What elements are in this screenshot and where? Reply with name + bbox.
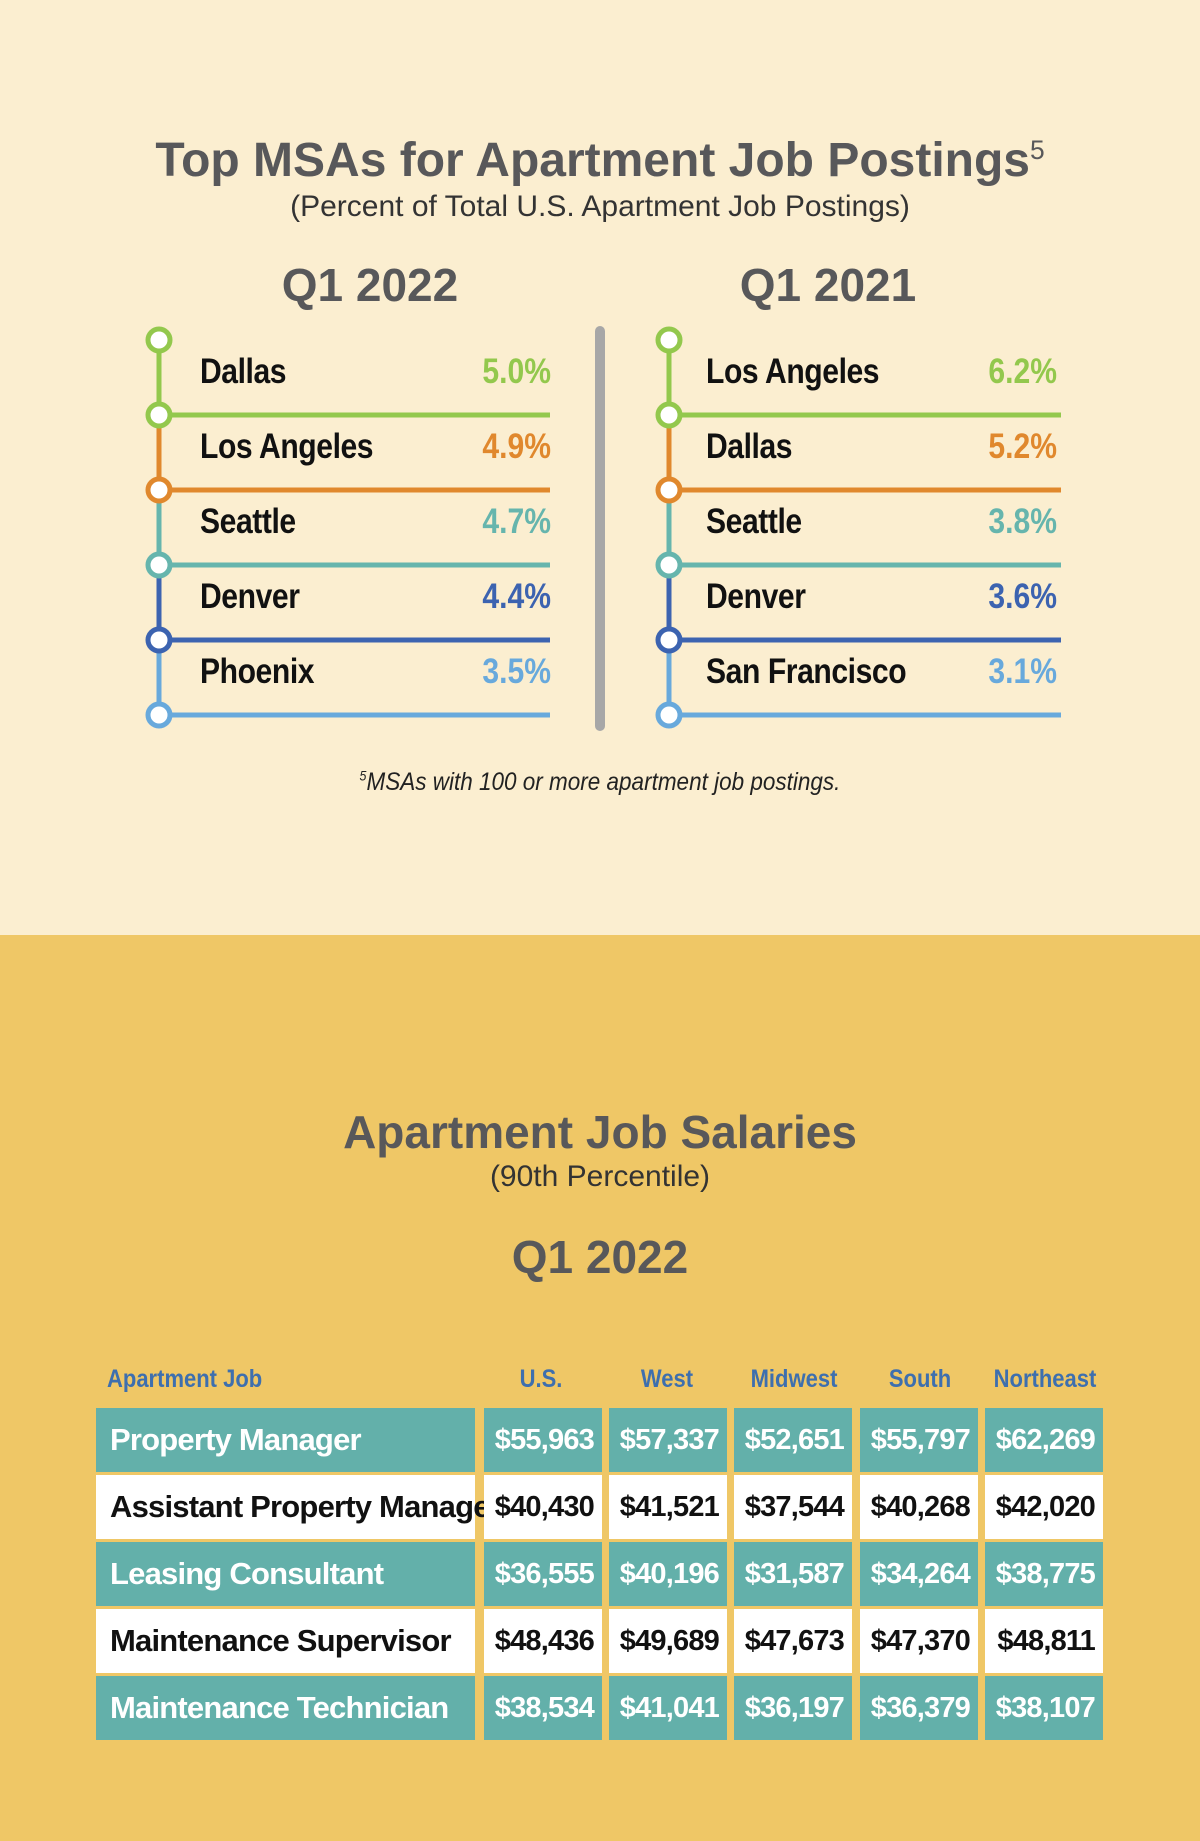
job-title-cell: Maintenance Supervisor — [96, 1609, 475, 1673]
salary-cell: $38,534 — [484, 1676, 602, 1740]
msa-value: 4.7% — [482, 502, 551, 541]
msa-name: Los Angeles — [200, 427, 374, 466]
salary-cell: $36,555 — [484, 1542, 602, 1606]
salary-cell: $48,811 — [985, 1609, 1103, 1673]
rank-node — [655, 476, 683, 504]
rank-node — [145, 326, 173, 354]
job-title-cell: Property Manager — [96, 1408, 475, 1472]
rank-node — [145, 551, 173, 579]
column-divider — [595, 326, 605, 731]
msa-value: 3.8% — [988, 502, 1057, 541]
msa-name: Denver — [706, 577, 806, 616]
ranking-lines — [145, 326, 1061, 729]
postings-title: Top MSAs for Apartment Job Postings5 — [0, 133, 1200, 188]
salary-cell: $52,651 — [734, 1408, 852, 1472]
msa-value: 6.2% — [988, 352, 1057, 391]
msa-value: 4.9% — [482, 427, 551, 466]
msa-value: 5.2% — [988, 427, 1057, 466]
msa-value: 3.5% — [482, 652, 551, 691]
salaries-period: Q1 2022 — [511, 1231, 689, 1283]
salary-cell: $48,436 — [484, 1609, 602, 1673]
rank-node — [655, 551, 683, 579]
salary-cell: $36,379 — [860, 1676, 978, 1740]
salary-cell: $42,020 — [985, 1475, 1103, 1539]
salary-cell: $36,197 — [734, 1676, 852, 1740]
period-label-left: Q1 2022 — [281, 259, 459, 311]
table-header-cell: West — [640, 1365, 694, 1393]
salary-cell: $47,370 — [860, 1609, 978, 1673]
salary-cell: $31,587 — [734, 1542, 852, 1606]
job-title-cell: Assistant Property Manager — [96, 1475, 502, 1539]
rank-node — [145, 626, 173, 654]
salary-cell: $41,521 — [609, 1475, 727, 1539]
msa-value: 4.4% — [482, 577, 551, 616]
footnote-text: MSAs with 100 or more apartment job post… — [366, 768, 841, 796]
msa-name: Los Angeles — [706, 352, 880, 391]
salary-cell: $47,673 — [734, 1609, 852, 1673]
rank-node — [145, 701, 173, 729]
msa-value: 3.1% — [988, 652, 1057, 691]
table-header-cell: Midwest — [750, 1365, 838, 1393]
salaries-title: Apartment Job Salaries — [343, 1106, 857, 1158]
salary-cell: $41,041 — [609, 1676, 727, 1740]
msa-name: Dallas — [706, 427, 793, 466]
salary-cell: $38,107 — [985, 1676, 1103, 1740]
salary-cell: $34,264 — [860, 1542, 978, 1606]
job-title-cell: Maintenance Technician — [96, 1676, 475, 1740]
rank-node — [145, 476, 173, 504]
postings-title-sup: 5 — [1030, 135, 1045, 165]
table-header-cell: South — [888, 1365, 952, 1393]
salary-cell: $38,775 — [985, 1542, 1103, 1606]
msa-value: 3.6% — [988, 577, 1057, 616]
salary-cell: $49,689 — [609, 1609, 727, 1673]
salary-cell: $37,544 — [734, 1475, 852, 1539]
rank-node — [655, 401, 683, 429]
footnote-sup: 5 — [359, 768, 367, 784]
msa-name: Seattle — [200, 502, 296, 541]
msa-name: Phoenix — [200, 652, 315, 691]
postings-footnote: 5MSAs with 100 or more apartment job pos… — [60, 768, 1140, 797]
salary-cell: $40,430 — [484, 1475, 602, 1539]
salary-cell: $57,337 — [609, 1408, 727, 1472]
period-label-right: Q1 2021 — [739, 259, 917, 311]
salary-cell: $55,963 — [484, 1408, 602, 1472]
salaries-subtitle: (90th Percentile) — [489, 1160, 711, 1193]
rank-node — [655, 326, 683, 354]
msa-value: 5.0% — [482, 352, 551, 391]
rank-node — [655, 701, 683, 729]
salary-cell: $62,269 — [985, 1408, 1103, 1472]
salary-cell: $40,268 — [860, 1475, 978, 1539]
table-header-cell: Apartment Job — [107, 1365, 263, 1393]
table-header-cell: Northeast — [993, 1365, 1097, 1393]
rank-node — [655, 626, 683, 654]
table-header-cell: U.S. — [519, 1365, 563, 1393]
msa-name: Seattle — [706, 502, 802, 541]
postings-title-text: Top MSAs for Apartment Job Postings — [155, 134, 1030, 187]
job-title-cell: Leasing Consultant — [96, 1542, 475, 1606]
rank-node — [145, 401, 173, 429]
msa-name: Denver — [200, 577, 300, 616]
postings-subtitle: (Percent of Total U.S. Apartment Job Pos… — [290, 190, 910, 223]
salary-cell: $55,797 — [860, 1408, 978, 1472]
msa-name: San Francisco — [706, 652, 907, 691]
msa-name: Dallas — [200, 352, 287, 391]
salary-cell: $40,196 — [609, 1542, 727, 1606]
